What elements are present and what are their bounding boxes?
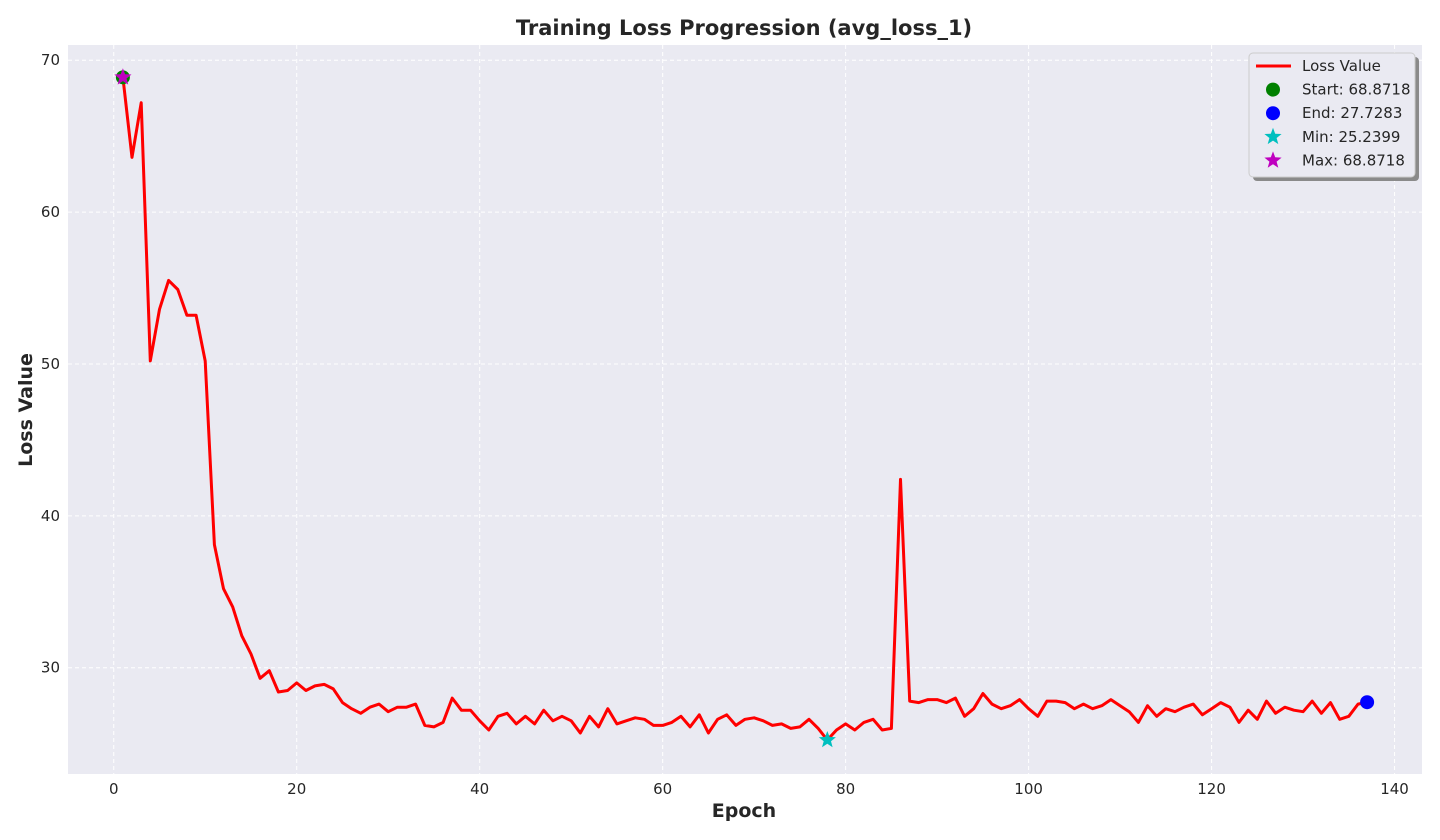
legend-item: Min: 25.2399 bbox=[1264, 127, 1400, 146]
max-marker bbox=[114, 68, 132, 85]
legend-swatch-star bbox=[1264, 151, 1282, 168]
min-marker bbox=[818, 731, 836, 748]
legend-label: Max: 68.8718 bbox=[1302, 151, 1405, 169]
legend-label: Loss Value bbox=[1302, 57, 1381, 75]
legend-item: Max: 68.8718 bbox=[1264, 151, 1405, 169]
y-ticks: 30 40 50 60 70 bbox=[41, 51, 60, 677]
legend-swatch-circle bbox=[1266, 106, 1280, 121]
x-tick-label: 140 bbox=[1380, 780, 1409, 798]
legend-item: Loss Value bbox=[1256, 57, 1381, 75]
y-axis-label: Loss Value bbox=[15, 353, 37, 467]
series-layer bbox=[121, 77, 1368, 742]
end-marker bbox=[1360, 695, 1375, 710]
x-tick-label: 120 bbox=[1197, 780, 1226, 798]
marker-layer bbox=[114, 68, 1375, 748]
y-tick-label: 60 bbox=[41, 203, 60, 221]
grid bbox=[68, 45, 1422, 774]
x-ticks: 0 20 40 60 80 100 120 140 bbox=[109, 780, 1409, 798]
chart-title: Training Loss Progression (avg_loss_1) bbox=[516, 16, 972, 40]
loss-series-line bbox=[121, 77, 1368, 742]
x-tick-label: 20 bbox=[287, 780, 306, 798]
x-tick-label: 100 bbox=[1014, 780, 1043, 798]
plot-background bbox=[68, 45, 1422, 774]
y-tick-label: 70 bbox=[41, 51, 60, 69]
y-tick-label: 40 bbox=[41, 507, 60, 525]
x-axis-label: Epoch bbox=[712, 800, 776, 822]
legend-items: Loss Value Start: 68.8718 End: 27.7283 Min:… bbox=[1256, 57, 1411, 169]
x-tick-label: 80 bbox=[836, 780, 855, 798]
legend: Loss Value Start: 68.8718 End: 27.7283 Min:… bbox=[1248, 52, 1419, 181]
legend-swatch-star bbox=[1264, 127, 1282, 145]
x-tick-label: 60 bbox=[653, 780, 672, 798]
legend-label: Min: 25.2399 bbox=[1302, 128, 1400, 146]
x-tick-label: 0 bbox=[109, 780, 119, 798]
x-tick-label: 40 bbox=[470, 780, 489, 798]
y-tick-label: 30 bbox=[41, 659, 60, 677]
legend-item: Start: 68.8718 bbox=[1266, 81, 1411, 99]
legend-box bbox=[1248, 52, 1416, 178]
legend-label: Start: 68.8718 bbox=[1302, 81, 1411, 99]
y-tick-label: 50 bbox=[41, 355, 60, 373]
legend-item: End: 27.7283 bbox=[1266, 104, 1402, 122]
legend-swatch-circle bbox=[1266, 82, 1280, 97]
legend-label: End: 27.7283 bbox=[1302, 104, 1402, 122]
